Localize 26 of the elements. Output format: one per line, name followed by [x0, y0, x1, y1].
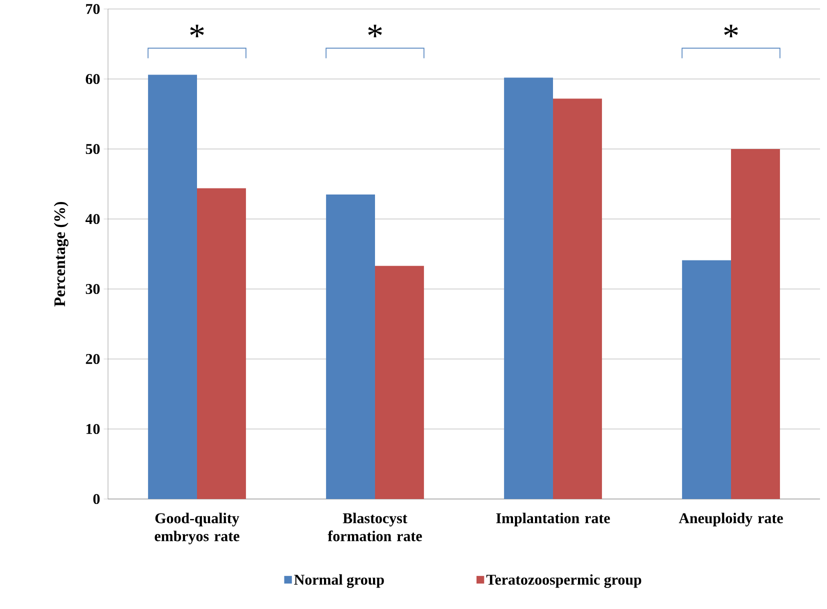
y-tick-label: 20 — [86, 354, 100, 364]
y-tick-label: 0 — [93, 494, 100, 504]
annotation: * — [368, 24, 382, 38]
y-tick-label: 60 — [86, 74, 100, 84]
x-tick-label: Aneuploidy rate — [678, 512, 783, 526]
annotation: * — [190, 24, 204, 38]
x-tick-label: Implantation rate — [496, 512, 610, 526]
bar — [148, 74, 197, 499]
y-axis-title: Percentage (%) — [54, 202, 68, 306]
x-tick-label: Good-quality embryos rate — [154, 512, 240, 544]
annotation: * — [724, 24, 738, 38]
y-tick-label: 40 — [85, 214, 100, 224]
bar — [326, 194, 376, 499]
bar — [375, 266, 424, 499]
y-tick-label: 50 — [86, 144, 100, 154]
bar — [197, 188, 246, 499]
y-tick-label: 30 — [86, 284, 100, 294]
y-tick-label: 10 — [86, 424, 100, 434]
bar — [553, 98, 602, 499]
legend-label: Teratozoospermic group — [486, 574, 642, 588]
bar — [504, 78, 554, 499]
legend-label: Normal group — [294, 574, 384, 588]
bar — [731, 148, 780, 499]
x-tick-label: Blastocyst formation rate — [328, 512, 422, 542]
y-tick-label: 70 — [86, 4, 100, 14]
bar — [682, 260, 732, 499]
